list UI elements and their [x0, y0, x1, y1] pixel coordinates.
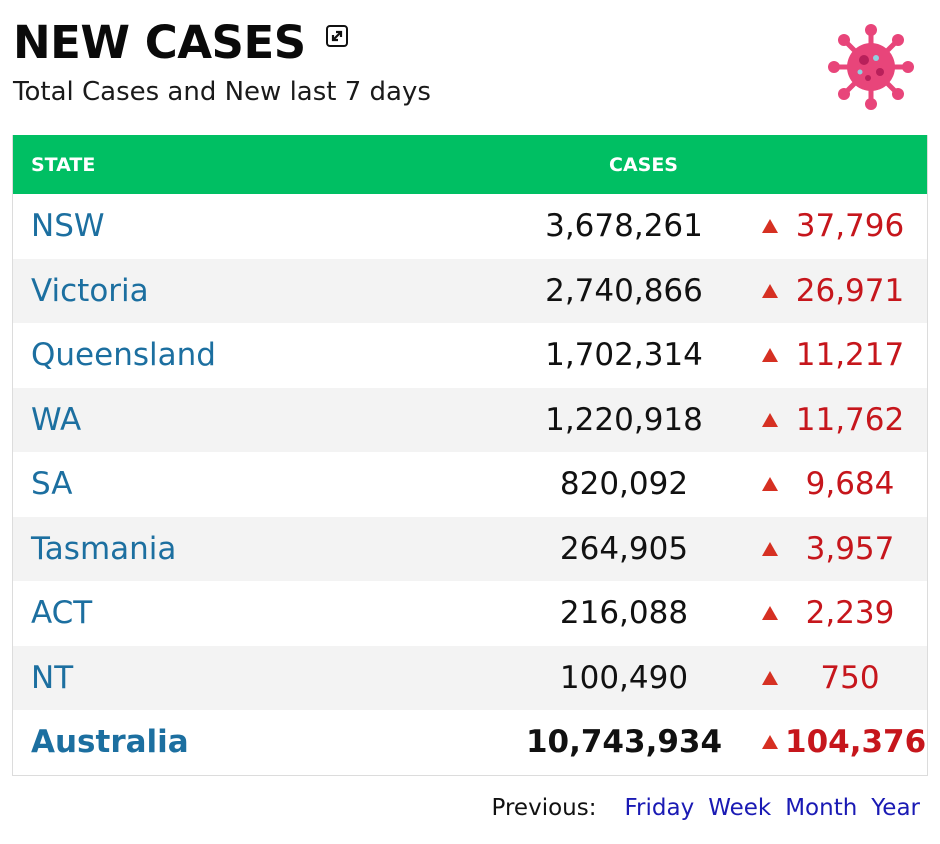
state-link[interactable]: NSW — [31, 208, 105, 245]
state-link[interactable]: Tasmania — [31, 530, 177, 567]
new-cases-value: 11,217 — [795, 337, 905, 374]
arrow-up-icon — [755, 219, 785, 234]
total-cases-value: 264,905 — [559, 530, 689, 567]
state-link-total[interactable]: Australia — [31, 724, 189, 761]
page-title: NEW CASES — [13, 16, 306, 69]
total-cases-value: 10,743,934 — [525, 724, 723, 761]
state-link[interactable]: Queensland — [31, 337, 216, 374]
new-cases-value: 37,796 — [795, 208, 905, 245]
state-link[interactable]: WA — [31, 401, 82, 438]
arrow-up-icon — [755, 735, 785, 750]
link-month[interactable]: Month — [785, 795, 858, 821]
total-cases-value: 100,490 — [559, 659, 689, 696]
table-row: NT 100,490 750 — [13, 645, 927, 710]
virus-icon — [828, 24, 914, 110]
new-cases-value: 9,684 — [805, 466, 895, 503]
table-row: WA 1,220,918 11,762 — [13, 387, 927, 452]
page-subtitle: Total Cases and New last 7 days — [13, 77, 431, 107]
table-row-total: Australia 10,743,934 104,376 — [13, 710, 927, 775]
arrow-up-icon — [755, 283, 785, 298]
table-row: SA 820,092 9,684 — [13, 452, 927, 517]
new-cases-value: 11,762 — [795, 401, 905, 438]
total-cases-value: 1,220,918 — [545, 401, 703, 438]
previous-label: Previous: — [491, 795, 597, 821]
total-cases-value: 2,740,866 — [545, 272, 703, 309]
total-cases-value: 3,678,261 — [545, 208, 703, 245]
link-friday[interactable]: Friday — [624, 795, 695, 821]
arrow-up-icon — [755, 348, 785, 363]
table-row: ACT 216,088 2,239 — [13, 581, 927, 646]
new-cases-value: 26,971 — [795, 272, 905, 309]
widget-header: NEW CASES Total Cases and New last 7 day… — [13, 14, 928, 124]
table-row: Queensland 1,702,314 11,217 — [13, 323, 927, 388]
previous-nav: Previous: Friday Week Month Year — [492, 790, 920, 826]
link-week[interactable]: Week — [708, 795, 772, 821]
new-cases-value: 750 — [820, 659, 880, 696]
table-row: Victoria 2,740,866 26,971 — [13, 258, 927, 323]
arrow-up-icon — [755, 606, 785, 621]
arrow-up-icon — [755, 412, 785, 427]
table-row: NSW 3,678,261 37,796 — [13, 194, 927, 259]
column-header-cases: CASES — [609, 153, 678, 176]
new-cases-value: 2,239 — [805, 595, 895, 632]
total-cases-value: 1,702,314 — [545, 337, 703, 374]
arrow-up-icon — [755, 477, 785, 492]
table-row: Tasmania 264,905 3,957 — [13, 516, 927, 581]
new-cases-value: 3,957 — [805, 530, 895, 567]
total-cases-value: 820,092 — [559, 466, 689, 503]
new-cases-value: 104,376 — [785, 724, 927, 761]
title-row: NEW CASES — [13, 14, 928, 72]
total-cases-value: 216,088 — [559, 595, 689, 632]
state-link[interactable]: SA — [31, 466, 73, 503]
link-year[interactable]: Year — [871, 795, 920, 821]
arrow-up-icon — [755, 670, 785, 685]
state-link[interactable]: ACT — [31, 595, 93, 632]
column-header-state: STATE — [31, 153, 96, 176]
table-header: STATE CASES — [13, 135, 927, 194]
expand-icon[interactable] — [325, 25, 348, 47]
state-link[interactable]: Victoria — [31, 272, 149, 309]
arrow-up-icon — [755, 541, 785, 556]
cases-table: STATE CASES NSW 3,678,261 37,796 Victori… — [12, 135, 928, 776]
state-link[interactable]: NT — [31, 659, 74, 696]
